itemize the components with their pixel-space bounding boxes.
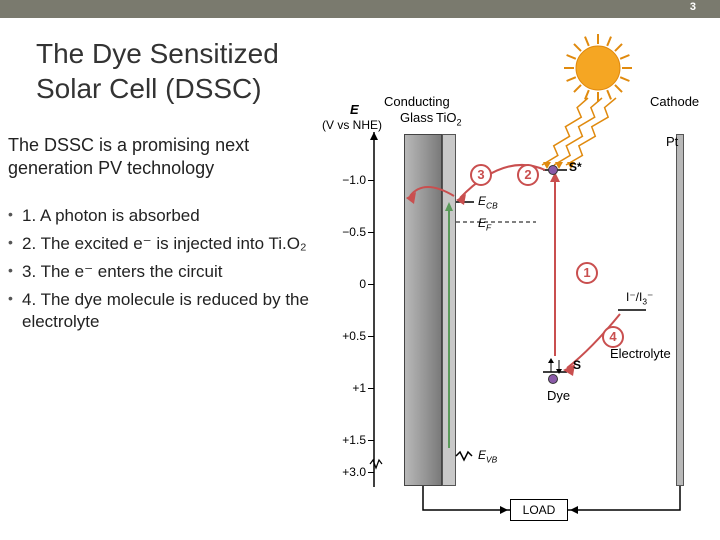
tick-line (368, 336, 374, 337)
bullet-list: 1. A photon is absorbed 2. The excited e… (0, 179, 330, 333)
page-title: The Dye Sensitized Solar Cell (DSSC) (0, 18, 340, 106)
page-number: 3 (690, 1, 696, 13)
tick-line (368, 232, 374, 233)
step-4-circle: 4 (602, 326, 624, 348)
s-excited-label: S* (569, 160, 582, 174)
energy-levels (330, 92, 720, 532)
tick-label: +1 (330, 381, 366, 395)
subtitle: The DSSC is a promising next generation … (0, 106, 330, 179)
dye-label: Dye (547, 388, 570, 403)
dye-excited-dot (548, 165, 558, 175)
tick-label: +1.5 (330, 433, 366, 447)
tick-line (368, 472, 374, 473)
load-box: LOAD (510, 499, 568, 521)
tick-label: −1.0 (330, 173, 366, 187)
evb-label: EVB (478, 448, 497, 464)
ef-label: EF (478, 216, 491, 232)
tick-label: +3.0 (330, 465, 366, 479)
header-bar: 3 (0, 0, 720, 18)
dssc-diagram: E (V vs NHE) Conducting Glass TiO2 Catho… (330, 92, 720, 532)
step-2-circle: 2 (517, 164, 539, 186)
step-1-circle: 1 (576, 262, 598, 284)
dye-ground-dot (548, 374, 558, 384)
ecb-label: ECB (478, 194, 498, 210)
electrolyte-label: Electrolyte (610, 346, 671, 361)
tick-label: +0.5 (330, 329, 366, 343)
bullet-3: 3. The e⁻ enters the circuit (8, 261, 330, 283)
step-3-circle: 3 (470, 164, 492, 186)
tick-line (368, 284, 374, 285)
redox-label: I⁻/I3⁻ (626, 290, 653, 306)
tick-line (368, 440, 374, 441)
tick-line (368, 180, 374, 181)
tick-label: 0 (330, 277, 366, 291)
tick-label: −0.5 (330, 225, 366, 239)
s-ground-label: S (573, 358, 581, 372)
bullet-1: 1. A photon is absorbed (8, 205, 330, 227)
bullet-2: 2. The excited e⁻ is injected into Ti.O₂ (8, 233, 330, 255)
tick-line (368, 388, 374, 389)
bullet-4: 4. The dye molecule is reduced by the el… (8, 289, 330, 333)
